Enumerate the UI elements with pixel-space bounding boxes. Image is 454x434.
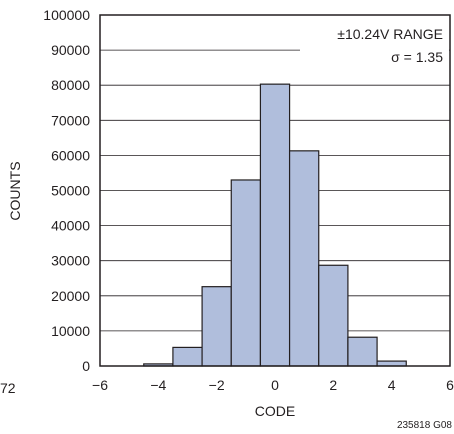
annotation-background	[300, 16, 449, 69]
y-tick-label: 20000	[51, 288, 90, 304]
histogram-bars	[143, 83, 407, 367]
y-tick-label: 70000	[51, 112, 90, 128]
plot-frame	[99, 14, 451, 367]
x-tick-label: 0	[271, 377, 279, 393]
x-axis-ticks: −6 −4 −2 0 2 4 6	[92, 377, 454, 393]
left-edge-label-fragment: 72	[0, 380, 16, 396]
y-tick-label: 100000	[43, 7, 90, 23]
annotation-range: ±10.24V RANGE	[337, 26, 443, 42]
histogram-bar	[288, 150, 320, 367]
y-tick-label: 60000	[51, 147, 90, 163]
x-tick-label: 2	[329, 377, 337, 393]
x-axis-title: CODE	[255, 403, 295, 419]
x-tick-label: −6	[92, 377, 108, 393]
y-tick-label: 0	[82, 358, 90, 374]
histogram-bar	[230, 179, 262, 367]
histogram-bar	[318, 264, 349, 367]
figure-id: 235818 G08	[397, 420, 452, 431]
y-tick-label: 10000	[51, 323, 90, 339]
y-tick-label: 30000	[51, 253, 90, 269]
y-tick-label: 80000	[51, 77, 90, 93]
y-axis-title: COUNTS	[7, 161, 23, 220]
y-axis-ticks: 0 10000 20000 30000 40000 50000 60000 70000 8000…	[43, 7, 90, 374]
histogram-bar	[172, 346, 203, 367]
histogram-bar	[201, 286, 232, 367]
x-tick-label: 4	[388, 377, 396, 393]
x-tick-label: −2	[209, 377, 225, 393]
y-tick-label: 50000	[51, 183, 90, 199]
histogram-bar	[259, 83, 291, 367]
y-tick-label: 90000	[51, 42, 90, 58]
y-tick-label: 40000	[51, 218, 90, 234]
x-tick-label: −4	[150, 377, 166, 393]
annotation-sigma: σ = 1.35	[391, 49, 443, 65]
x-tick-label: 6	[446, 377, 454, 393]
histogram-bar	[347, 336, 378, 367]
